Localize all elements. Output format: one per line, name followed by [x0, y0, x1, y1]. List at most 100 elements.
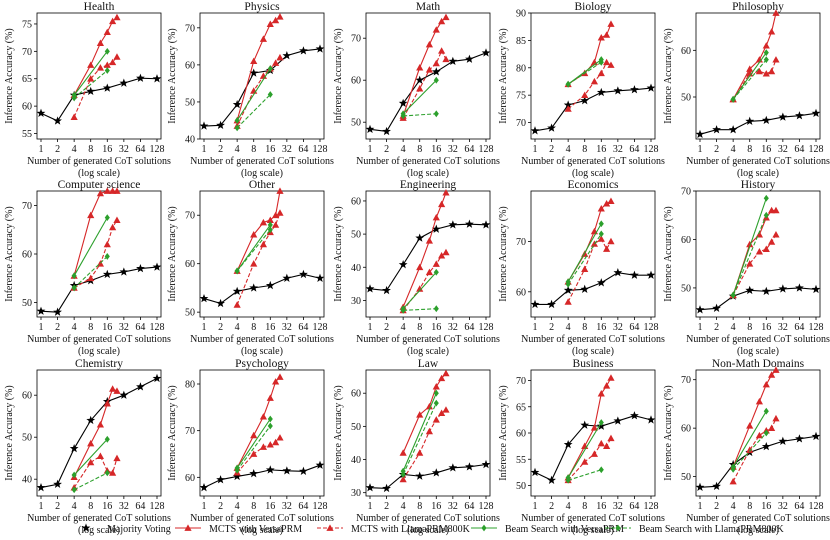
data-point-majority-voting	[630, 85, 639, 94]
data-point-mcts-llamaprm800k	[442, 406, 450, 413]
x-tick-label: 2	[384, 144, 389, 155]
x-tick-label: 128	[809, 144, 824, 155]
data-point-majority-voting	[547, 299, 556, 309]
y-tick-label: 50	[185, 308, 195, 319]
x-tick-label: 32	[119, 322, 129, 333]
series-line-beam-llamaprm800k	[73, 472, 108, 491]
x-tick-label: 2	[218, 322, 223, 333]
data-point-mcts-versaprm	[597, 390, 605, 397]
data-point-majority-voting	[431, 224, 441, 233]
data-point-beam-llamaprm800k	[433, 399, 439, 407]
x-tick-label: 128	[644, 322, 659, 333]
x-tick-label: 2	[714, 501, 719, 512]
data-point-mcts-llamaprm800k	[442, 248, 450, 256]
x-axis-label: Number of generated CoT solutions	[521, 156, 665, 167]
data-point-beam-llamaprm800k	[433, 110, 439, 118]
y-axis-label: Inference Accuracy (%)	[498, 385, 509, 481]
data-point-mcts-llamaprm800k	[399, 475, 407, 483]
x-tick-label: 8	[582, 144, 587, 155]
data-point-majority-voting	[712, 481, 721, 491]
legend-label: Beam Search with VersaPRM	[505, 524, 624, 535]
x-tick-label: 32	[119, 144, 129, 155]
x-tick-label: 1	[39, 501, 44, 512]
x-tick-label: 2	[384, 501, 389, 512]
x-axis-label: Number of generated CoT solutions	[190, 334, 334, 345]
data-point-mcts-versaprm	[96, 39, 105, 47]
panel-title: History	[741, 179, 776, 191]
data-point-majority-voting	[382, 483, 391, 493]
series-line-beam-versaprm	[73, 438, 108, 476]
data-point-mcts-versaprm	[259, 413, 268, 420]
plot-frame	[36, 369, 162, 497]
x-tick-label: 8	[417, 501, 422, 512]
x-tick-label: 32	[282, 501, 292, 512]
data-point-majority-voting	[36, 306, 46, 315]
series-line-mcts-versaprm	[732, 12, 777, 100]
x-axis-label: Number of generated CoT solutions	[521, 513, 665, 524]
y-tick-label: 80	[516, 63, 526, 74]
series-line-majority-voting	[369, 463, 487, 489]
data-point-mcts-llamaprm800k	[432, 416, 440, 423]
x-tick-label: 16	[596, 501, 606, 512]
data-point-majority-voting	[102, 83, 112, 92]
data-point-mcts-versaprm	[113, 13, 121, 21]
data-point-majority-voting	[86, 86, 96, 96]
data-point-beam-llamaprm800k	[234, 124, 240, 132]
legend-marker	[184, 524, 192, 531]
x-tick-label: 32	[448, 322, 458, 333]
data-point-mcts-versaprm	[87, 61, 95, 68]
data-point-majority-voting	[136, 263, 145, 273]
data-point-beam-llamaprm800k	[267, 91, 273, 98]
series-line-mcts-llamaprm800k	[567, 61, 612, 110]
data-point-mcts-llamaprm800k	[755, 67, 764, 75]
data-point-mcts-versaprm	[755, 231, 764, 238]
data-point-majority-voting	[199, 121, 209, 130]
data-point-majority-voting	[465, 54, 474, 63]
x-tick-label: 16	[761, 322, 771, 333]
legend-item-beam-llamaprm800k: Beam Search with LlamaPRM800K	[605, 524, 784, 535]
panel-title: Health	[84, 1, 115, 13]
data-point-mcts-versaprm	[762, 380, 770, 388]
x-tick-label: 4	[72, 501, 77, 512]
series-line-beam-versaprm	[732, 410, 767, 468]
data-point-beam-llamaprm800k	[598, 230, 604, 238]
data-point-beam-llamaprm800k	[763, 429, 769, 437]
x-tick-label: 64	[464, 322, 474, 333]
data-point-majority-voting	[646, 83, 656, 92]
y-tick-label: 50	[681, 93, 691, 104]
x-tick-label: 8	[582, 501, 587, 512]
series-line-mcts-llamaprm800k	[73, 56, 118, 118]
x-axis-label: Number of generated CoT solutions	[27, 513, 171, 524]
y-tick-label: 70	[516, 237, 526, 248]
x-tick-label: 16	[761, 144, 771, 155]
x-tick-label: 4	[566, 501, 571, 512]
x-tick-label: 8	[88, 501, 93, 512]
data-point-mcts-versaprm	[425, 237, 434, 244]
x-tick-label: 4	[235, 144, 240, 155]
y-axis-label: Inference Accuracy (%)	[167, 206, 178, 302]
legend: Majority Voting MCTS with VersaPRM MCTS wi…	[81, 523, 784, 535]
panel-other: Other 1 2 4 8 16 32 64 128 50 60 70 Inference Accura…	[167, 179, 334, 357]
data-point-beam-versaprm	[267, 415, 273, 423]
series-line-majority-voting	[40, 377, 158, 489]
x-tick-label: 8	[251, 322, 256, 333]
y-tick-label: 40	[351, 263, 361, 274]
data-point-mcts-llamaprm800k	[442, 55, 450, 63]
data-point-mcts-versaprm	[755, 397, 764, 405]
series-line-majority-voting	[369, 52, 487, 133]
series-line-beam-versaprm	[73, 51, 108, 96]
data-point-mcts-versaprm	[266, 216, 274, 223]
panel-health: Health 1 2 4 8 16 32 64 128 55 60 65 70 75 Inference A…	[4, 1, 171, 179]
data-point-mcts-llamaprm800k	[564, 298, 572, 305]
y-tick-label: 50	[351, 230, 361, 241]
x-tick-label: 1	[202, 144, 207, 155]
x-tick-label: 4	[235, 322, 240, 333]
data-point-mcts-versaprm	[438, 17, 446, 25]
data-point-mcts-versaprm	[96, 189, 105, 197]
data-point-mcts-llamaprm800k	[416, 85, 424, 92]
panel-title: Non-Math Domains	[712, 358, 805, 370]
data-point-mcts-versaprm	[438, 200, 446, 208]
y-axis-label: Inference Accuracy (%)	[4, 28, 15, 124]
data-point-mcts-llamaprm800k	[87, 75, 95, 82]
y-tick-label: 50	[22, 433, 32, 444]
